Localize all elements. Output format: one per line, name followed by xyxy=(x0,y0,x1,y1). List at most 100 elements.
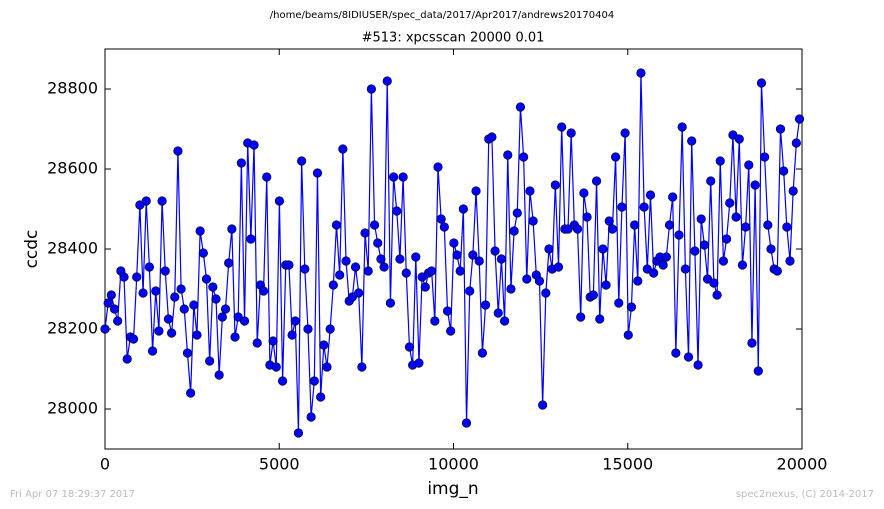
data-point xyxy=(725,198,735,208)
footer-right: spec2nexus, (C) 2014-2017 xyxy=(736,489,874,500)
data-point xyxy=(693,360,703,370)
data-point xyxy=(683,352,694,362)
data-point xyxy=(455,266,465,276)
data-point xyxy=(658,260,668,270)
data-point xyxy=(677,122,687,132)
data-point xyxy=(791,138,801,148)
data-point xyxy=(760,152,770,162)
data-point xyxy=(446,326,456,336)
data-point xyxy=(201,274,212,284)
data-point xyxy=(772,266,782,276)
data-point xyxy=(490,246,500,256)
data-point xyxy=(192,330,202,340)
data-point xyxy=(357,362,367,372)
data-point xyxy=(709,278,719,288)
data-point xyxy=(566,128,576,138)
data-point xyxy=(509,226,519,236)
data-point xyxy=(487,132,497,142)
data-point xyxy=(379,262,389,272)
data-point xyxy=(591,176,602,186)
data-point xyxy=(420,282,430,292)
data-point xyxy=(515,102,526,112)
data-point xyxy=(442,306,453,316)
data-point xyxy=(550,180,560,190)
data-point xyxy=(287,330,297,340)
data-point xyxy=(122,354,132,364)
data-point xyxy=(284,260,294,270)
data-point xyxy=(645,190,656,200)
data-point xyxy=(785,256,795,266)
data-point xyxy=(715,156,725,166)
data-point xyxy=(319,340,329,350)
data-point xyxy=(363,266,373,276)
data-point xyxy=(249,140,259,150)
data-point xyxy=(335,270,345,280)
data-point xyxy=(731,212,741,222)
data-point xyxy=(369,220,380,230)
data-point xyxy=(598,244,608,254)
data-point xyxy=(595,314,605,324)
data-point xyxy=(699,240,709,250)
data-point xyxy=(268,336,278,346)
data-point xyxy=(151,286,161,296)
data-point xyxy=(411,252,421,262)
data-point xyxy=(671,348,681,358)
data-point xyxy=(338,144,348,154)
series-line xyxy=(104,72,801,434)
data-point xyxy=(636,68,646,78)
data-point xyxy=(572,224,583,234)
data-point xyxy=(157,196,167,206)
chart-title: /home/beams/8IDIUSER/spec_data/2017/Apr2… xyxy=(270,10,614,21)
data-point xyxy=(499,316,510,326)
data-point xyxy=(290,316,300,326)
data-point xyxy=(205,356,215,366)
data-point xyxy=(706,176,716,186)
data-point xyxy=(198,248,208,258)
data-point xyxy=(297,156,307,166)
data-point xyxy=(788,186,798,196)
data-point xyxy=(718,256,729,266)
data-point xyxy=(664,220,675,230)
data-point xyxy=(480,300,491,310)
data-point xyxy=(633,276,643,286)
data-point xyxy=(433,162,443,172)
data-point xyxy=(614,298,624,308)
data-point xyxy=(477,348,487,358)
data-point xyxy=(220,304,231,314)
data-point xyxy=(271,362,281,372)
data-point xyxy=(388,172,399,182)
data-point xyxy=(141,196,151,206)
data-point xyxy=(544,244,554,254)
data-point xyxy=(623,330,633,340)
data-point xyxy=(331,220,342,230)
x-tick-label: 20000 xyxy=(777,455,828,474)
data-point xyxy=(528,216,538,226)
data-point xyxy=(376,254,386,264)
data-point xyxy=(239,316,250,326)
data-point xyxy=(170,292,180,302)
data-point xyxy=(306,412,316,422)
data-point xyxy=(734,134,744,144)
data-point xyxy=(674,230,684,240)
data-point xyxy=(750,180,760,190)
data-point xyxy=(309,376,319,386)
data-point xyxy=(341,256,351,266)
data-point xyxy=(458,204,468,214)
data-point xyxy=(474,256,484,266)
data-point xyxy=(557,122,567,132)
data-point xyxy=(465,286,475,296)
data-point xyxy=(166,328,177,338)
data-point xyxy=(468,250,478,260)
data-point xyxy=(217,312,227,322)
data-point xyxy=(404,342,415,352)
data-point xyxy=(103,298,113,308)
data-point xyxy=(401,268,411,278)
data-point xyxy=(782,222,792,232)
data-point xyxy=(452,250,462,260)
data-point xyxy=(300,264,310,274)
data-point xyxy=(214,370,224,380)
data-point xyxy=(607,224,618,234)
data-point xyxy=(436,214,446,224)
data-point xyxy=(277,376,288,386)
